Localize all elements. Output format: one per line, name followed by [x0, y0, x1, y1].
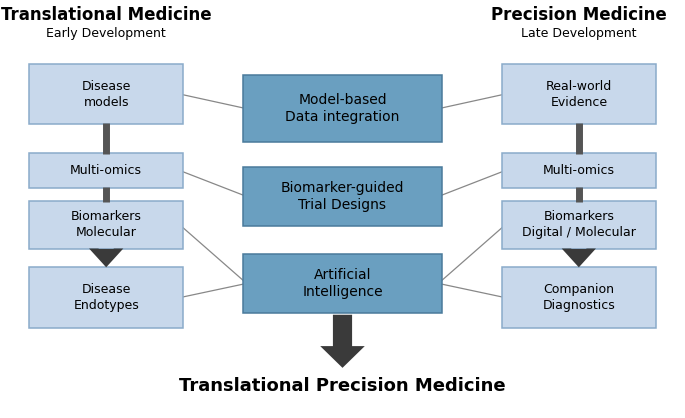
Text: Companion
Diagnostics: Companion Diagnostics: [543, 283, 615, 312]
FancyBboxPatch shape: [29, 64, 184, 125]
FancyBboxPatch shape: [243, 75, 442, 142]
FancyBboxPatch shape: [29, 153, 184, 188]
Text: Late Development: Late Development: [521, 27, 636, 40]
Text: Translational Precision Medicine: Translational Precision Medicine: [179, 377, 506, 395]
Polygon shape: [320, 315, 364, 368]
FancyBboxPatch shape: [501, 201, 656, 249]
Polygon shape: [562, 248, 596, 268]
FancyBboxPatch shape: [501, 153, 656, 188]
Text: Early Development: Early Development: [47, 27, 166, 40]
FancyBboxPatch shape: [29, 201, 184, 249]
Text: Real-world
Evidence: Real-world Evidence: [546, 79, 612, 109]
Text: Disease
Endotypes: Disease Endotypes: [73, 283, 139, 312]
FancyBboxPatch shape: [243, 167, 442, 226]
Text: Biomarkers
Digital / Molecular: Biomarkers Digital / Molecular: [522, 210, 636, 240]
Text: Precision Medicine: Precision Medicine: [491, 6, 667, 24]
Text: Disease
models: Disease models: [82, 79, 131, 109]
Text: Model-based
Data integration: Model-based Data integration: [286, 93, 399, 124]
FancyBboxPatch shape: [501, 64, 656, 125]
FancyBboxPatch shape: [243, 254, 442, 313]
FancyBboxPatch shape: [29, 268, 184, 328]
Text: Artificial
Intelligence: Artificial Intelligence: [302, 268, 383, 299]
Text: Biomarkers
Molecular: Biomarkers Molecular: [71, 210, 142, 240]
Text: Multi-omics: Multi-omics: [70, 164, 142, 177]
Polygon shape: [89, 248, 123, 268]
FancyBboxPatch shape: [501, 268, 656, 328]
Text: Multi-omics: Multi-omics: [543, 164, 615, 177]
Text: Translational Medicine: Translational Medicine: [1, 6, 212, 24]
Text: Biomarker-guided
Trial Designs: Biomarker-guided Trial Designs: [281, 181, 404, 212]
